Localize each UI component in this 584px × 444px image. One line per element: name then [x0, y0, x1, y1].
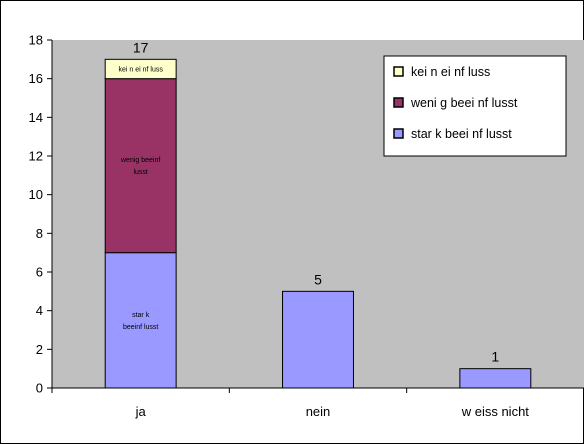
- y-tick-label: 14: [29, 110, 43, 125]
- y-tick-label: 6: [36, 265, 43, 280]
- y-tick-label: 8: [36, 226, 43, 241]
- bar-3-series-1: [459, 368, 532, 389]
- y-tick-label: 16: [29, 71, 43, 86]
- bar-1-series-2: [104, 78, 177, 254]
- segment-label: star k: [132, 312, 150, 319]
- segment-label: lusst: [133, 169, 147, 176]
- legend-swatch: [393, 66, 404, 77]
- axes: 0 2 4 6 8 10 12 14 16 18 ja nein w eiss nicht: [29, 33, 584, 419]
- y-tick-label: 12: [29, 149, 43, 164]
- y-tick-label: 0: [36, 381, 43, 396]
- legend: kei n ei nf luss weni g beei nf lusst star…: [383, 55, 567, 157]
- x-category-label: nein: [306, 404, 331, 419]
- y-tick-label: 18: [29, 33, 43, 48]
- bar-1-series-1: [104, 252, 177, 389]
- y-tick-label: 10: [29, 187, 43, 202]
- total-label: 17: [133, 39, 149, 55]
- legend-swatch: [393, 128, 404, 139]
- x-category-label: w eiss nicht: [461, 404, 530, 419]
- total-label: 5: [314, 271, 322, 287]
- segment-label: beeinf lusst: [123, 324, 158, 331]
- bar-2-series-1: [282, 290, 354, 389]
- y-tick-label: 4: [36, 303, 43, 318]
- total-label: 1: [491, 349, 499, 365]
- y-tick-label: 2: [36, 342, 43, 357]
- legend-label: weni g beei nf lusst: [410, 96, 518, 110]
- x-category-label: ja: [135, 404, 147, 419]
- legend-label: kei n ei nf luss: [411, 65, 490, 79]
- segment-label: kei n ei nf luss: [118, 67, 163, 74]
- legend-swatch: [393, 97, 404, 108]
- chart-marks: star k beeinf lusst wenig beeinf lusst kei n…: [104, 39, 532, 389]
- legend-box: [383, 55, 567, 157]
- legend-label: star k beei nf lusst: [411, 127, 512, 141]
- bar-1-series-3: [104, 58, 177, 80]
- segment-label: wenig beeinf: [120, 157, 160, 164]
